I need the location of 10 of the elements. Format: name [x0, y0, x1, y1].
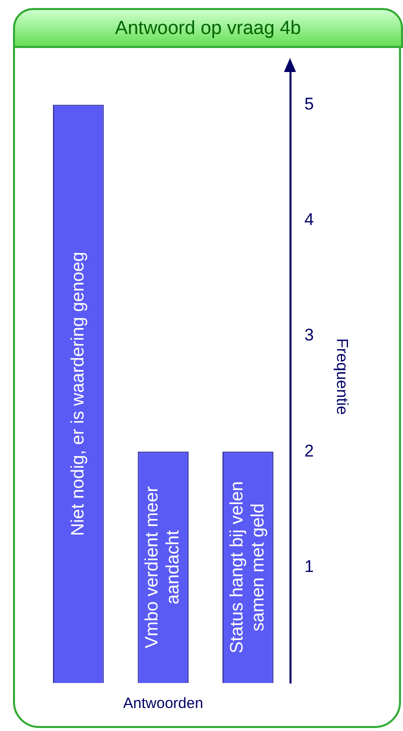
x-tick-label: Niet nodig, er is waardering genoeg: [67, 252, 88, 536]
y-tick-label: 5: [304, 94, 314, 114]
x-axis-title: Antwoorden: [123, 695, 204, 712]
y-tick-label: 2: [304, 441, 314, 460]
chart-title: Antwoord op vraag 4b: [13, 8, 403, 48]
x-tick-label: Vmbo verdient meer aandacht: [142, 486, 183, 648]
y-tick-label: 1: [304, 557, 314, 576]
y-tick-label: 4: [304, 210, 314, 230]
y-tick-label: 3: [304, 326, 314, 345]
y-axis-title: Frequentie: [332, 338, 350, 415]
